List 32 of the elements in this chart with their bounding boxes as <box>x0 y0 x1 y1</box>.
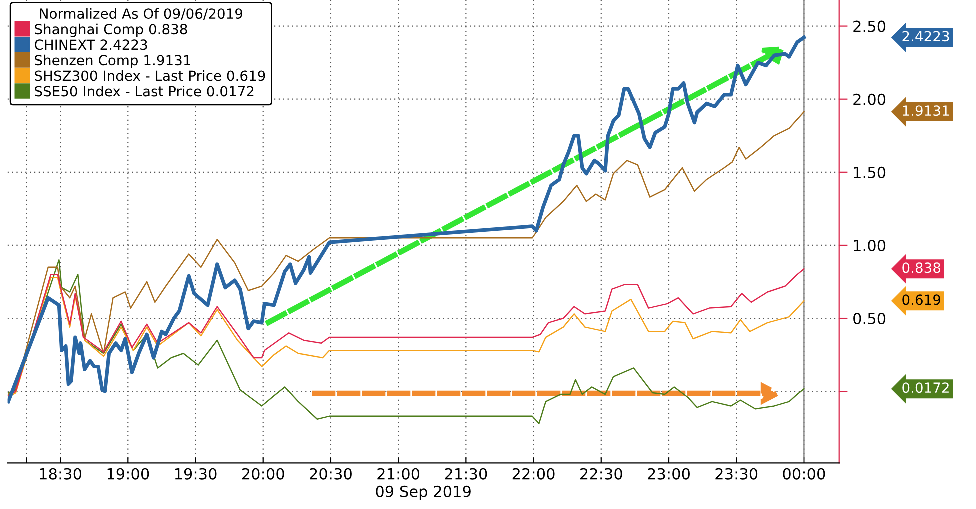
x-tick-label: 22:00 <box>512 468 555 480</box>
x-tick-label: 18:30 <box>40 468 82 480</box>
y-tick-label: 2.00 <box>854 94 886 106</box>
y-tick-label: 1.00 <box>854 240 886 252</box>
x-tick-label: 00:00 <box>783 468 826 480</box>
line-series <box>8 111 805 396</box>
x-tick-label: 22:30 <box>580 468 622 480</box>
text: 0.619 <box>902 294 941 306</box>
legend-label: Shenzen Comp 1.9131 <box>35 54 190 68</box>
y-tick-label: 1.50 <box>854 166 886 178</box>
y-tick-label: 0.50 <box>854 313 886 325</box>
x-tick-label: 20:30 <box>310 468 352 480</box>
x-tick-label: 21:30 <box>445 468 488 480</box>
text: 0.0172 <box>902 382 949 394</box>
x-tick-label: 23:00 <box>648 468 690 480</box>
legend-label: SHSZ300 Index - Last Price 0.619 <box>35 70 266 82</box>
y-tick-label: 2.50 <box>854 20 886 32</box>
x-tick-label: 21:00 <box>378 468 420 480</box>
legend-label: SSE50 Index - Last Price 0.0172 <box>35 86 254 97</box>
text: 0.838 <box>902 262 941 274</box>
legend-title: Normalized As Of 09/06/2019 <box>40 8 242 20</box>
x-tick-label: 19:30 <box>175 468 217 480</box>
x-tick-label: 20:00 <box>242 468 284 480</box>
text: 2.4223 <box>902 31 950 42</box>
x-tick-label: 23:30 <box>716 468 758 480</box>
legend-label: CHINEXT 2.4223 <box>34 40 148 50</box>
x-tick-label: 19:00 <box>108 468 150 480</box>
legend-label: Shanghai Comp 0.838 <box>35 24 188 38</box>
line-series <box>8 259 805 424</box>
text: 1.9131 <box>903 106 950 116</box>
x-axis-title: 09 Sep 2019 <box>376 486 471 500</box>
line-series <box>8 36 806 404</box>
